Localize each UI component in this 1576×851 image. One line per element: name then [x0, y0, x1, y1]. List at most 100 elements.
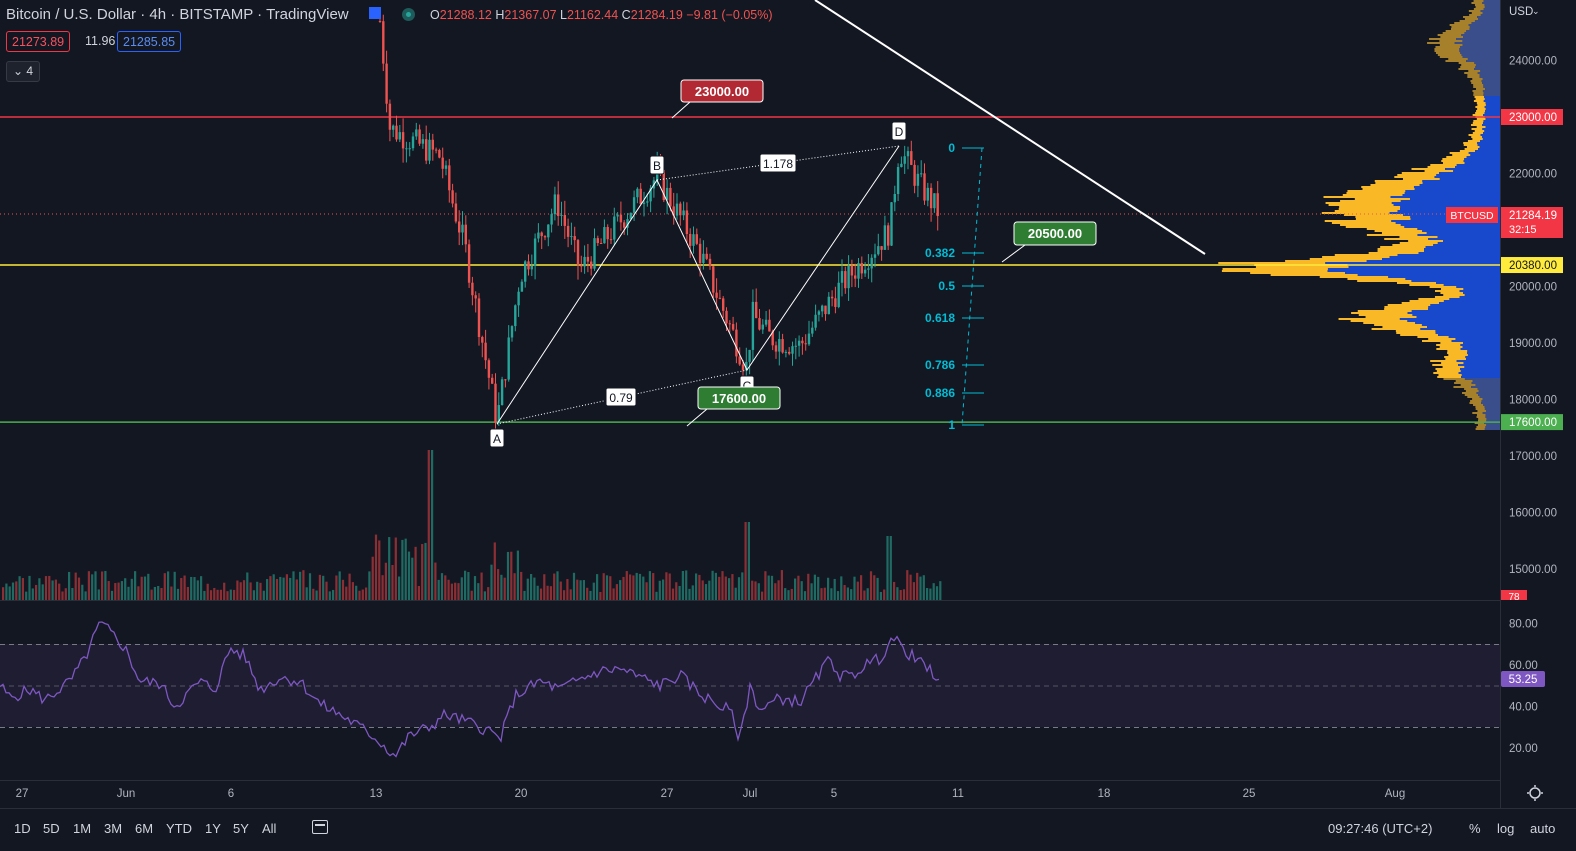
volume-bar — [602, 573, 605, 600]
candle-body — [893, 194, 896, 203]
trend-line[interactable] — [814, 0, 1206, 255]
candle-body — [873, 254, 877, 258]
range-1y[interactable]: 1Y — [205, 821, 221, 836]
volume-bar — [919, 576, 922, 600]
volume-bar — [252, 590, 255, 600]
profile-bar-other — [1285, 260, 1367, 262]
indicators-toggle[interactable]: ⌄ 4 — [6, 61, 41, 82]
profile-bar-other — [1471, 12, 1483, 14]
profile-bar-value — [1443, 284, 1500, 286]
volume-bar — [701, 580, 704, 600]
range-5d[interactable]: 5D — [43, 821, 60, 836]
candle-body — [451, 190, 454, 204]
profile-bar-value — [1481, 402, 1500, 404]
profile-bar-value — [1482, 78, 1500, 80]
settings-gear-icon[interactable] — [1527, 785, 1543, 801]
percent-toggle[interactable]: % — [1469, 821, 1481, 836]
volume-bar — [58, 583, 61, 600]
time-tick: Jul — [743, 788, 758, 800]
candle-body — [596, 238, 599, 244]
candle-body — [603, 227, 606, 244]
volume-bar — [879, 591, 882, 600]
candle-body — [609, 239, 613, 241]
range-1m[interactable]: 1M — [73, 821, 92, 836]
candle-body — [725, 310, 728, 324]
log-toggle[interactable]: log — [1497, 821, 1515, 836]
profile-bar-other — [1381, 232, 1427, 234]
profile-bar-other — [1473, 92, 1484, 94]
market-status-icon[interactable] — [402, 8, 415, 21]
profile-bar-other — [1397, 174, 1437, 176]
volume-bar — [345, 586, 348, 600]
symbol-title[interactable]: Bitcoin / U.S. Dollar · 4h · BITSTAMP · … — [6, 6, 349, 23]
profile-bar-other — [1439, 56, 1463, 58]
profile-bar-other — [1250, 272, 1346, 274]
callout-17600[interactable]: 17600.00 — [686, 386, 781, 427]
candle-body — [540, 232, 543, 237]
rsi-line — [0, 621, 940, 758]
range-ytd[interactable]: YTD — [166, 821, 192, 836]
profile-bar-value — [1464, 294, 1500, 296]
candle-body — [880, 246, 883, 250]
volume-bar — [312, 588, 315, 600]
callout-20500[interactable]: 20500.00 — [1001, 221, 1097, 263]
volume-bar — [275, 578, 279, 600]
range-3m[interactable]: 3M — [104, 821, 123, 836]
volume-bar — [856, 581, 859, 600]
profile-bar-value — [1485, 126, 1500, 128]
volume-bar — [259, 582, 262, 600]
range-all[interactable]: All — [262, 821, 277, 836]
rsi-axis[interactable]: 80.00 60.00 40.00 20.00 — [1509, 618, 1538, 755]
horizontal-levels[interactable] — [0, 116, 1500, 423]
volume-bar — [932, 583, 935, 600]
candle-body — [553, 194, 557, 215]
volume-bar — [51, 580, 54, 600]
candlestick-series — [378, 12, 939, 433]
candle-body — [527, 261, 530, 270]
candle-body — [566, 225, 570, 237]
profile-bar-value — [1397, 254, 1500, 256]
candle-body — [768, 319, 771, 332]
fib-retracement[interactable]: 0 0.382 0.5 0.618 0.786 0.886 1 — [925, 141, 984, 432]
goto-date-icon[interactable] — [312, 820, 328, 834]
candle-body — [923, 173, 926, 201]
candle-body — [672, 206, 675, 216]
candle-body — [896, 167, 900, 195]
profile-bar-other — [1345, 226, 1405, 228]
callout-23000[interactable]: 23000.00 — [671, 79, 764, 119]
volume-bar — [200, 576, 203, 600]
candle-body — [629, 212, 632, 220]
profile-bar-value — [1464, 378, 1500, 380]
bid-price-box[interactable]: 21273.89 — [6, 31, 71, 52]
volume-bar — [543, 574, 546, 600]
price-axis[interactable]: 24000.0023000.0022000.0021000.0020000.00… — [1509, 56, 1557, 577]
candle-body — [636, 188, 639, 198]
volume-bar — [912, 582, 915, 600]
auto-toggle[interactable]: auto — [1530, 821, 1556, 836]
price-tick: 20000.00 — [1509, 282, 1557, 294]
range-6m[interactable]: 6M — [135, 821, 154, 836]
volume-bar — [906, 570, 909, 600]
volume-bar — [830, 588, 833, 600]
profile-bar-other — [1450, 28, 1470, 30]
candle-body — [933, 193, 936, 209]
range-5y[interactable]: 5Y — [233, 821, 249, 836]
profile-bar-other — [1427, 166, 1456, 168]
abcd-pattern[interactable]: A B C D 0.79 1.178 — [489, 121, 907, 448]
profile-bar-other — [1374, 324, 1422, 326]
candle-body — [524, 261, 527, 282]
profile-bar-value — [1399, 318, 1500, 320]
clock[interactable]: 09:27:46 (UTC+2) — [1328, 821, 1433, 836]
ask-price-box[interactable]: 21285.85 — [117, 31, 182, 52]
profile-bar-value — [1478, 394, 1500, 396]
range-1d[interactable]: 1D — [14, 821, 31, 836]
volume-bar — [500, 574, 503, 600]
time-axis[interactable]: 27 Jun 6 13 20 27 Jul 5 11 18 25 Aug — [16, 788, 1406, 800]
volume-bar — [612, 588, 615, 600]
currency-selector[interactable]: USD ⌄ — [1509, 6, 1540, 18]
volume-bar — [137, 586, 140, 600]
volume-bar — [787, 590, 790, 600]
profile-bar-value — [1404, 226, 1500, 228]
